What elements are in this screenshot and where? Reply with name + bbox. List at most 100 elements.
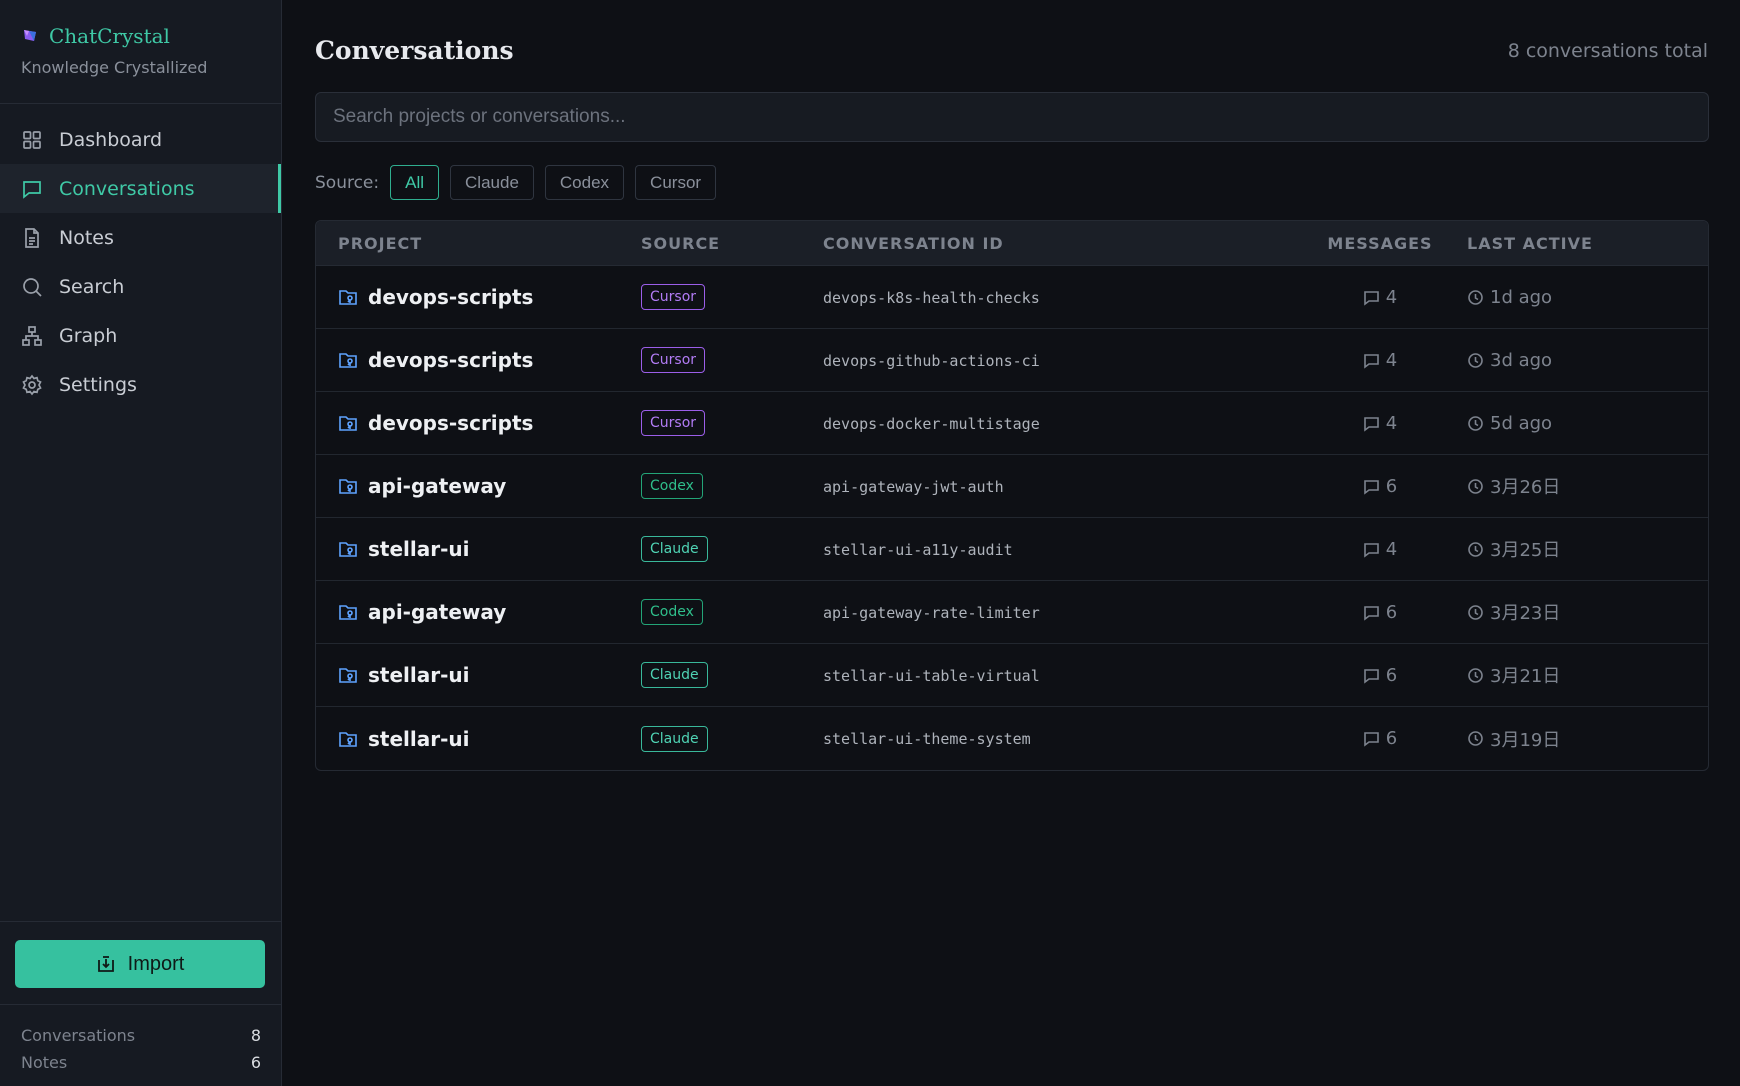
clock-icon bbox=[1468, 541, 1483, 557]
table-row[interactable]: api-gateway Codex api-gateway-jwt-auth 6… bbox=[316, 455, 1708, 518]
conversation-id: stellar-ui-theme-system bbox=[823, 730, 1031, 748]
sidebar-stats: Conversations 8 Notes 6 bbox=[21, 1022, 261, 1076]
last-active: 3d ago bbox=[1490, 349, 1553, 371]
project-name: devops-scripts bbox=[368, 411, 534, 435]
message-count: 6 bbox=[1385, 601, 1398, 623]
project-name: api-gateway bbox=[368, 600, 507, 624]
crystal-logo-icon bbox=[21, 27, 39, 45]
message-icon bbox=[1363, 668, 1379, 684]
search-input[interactable] bbox=[315, 92, 1709, 142]
table-row[interactable]: api-gateway Codex api-gateway-rate-limit… bbox=[316, 581, 1708, 644]
source-badge: Cursor bbox=[641, 410, 706, 436]
document-icon bbox=[25, 227, 39, 248]
project-name: devops-scripts bbox=[368, 348, 534, 372]
message-count: 4 bbox=[1385, 412, 1398, 434]
message-icon bbox=[1363, 416, 1379, 432]
table-row[interactable]: stellar-ui Claude stellar-ui-table-virtu… bbox=[316, 644, 1708, 707]
table-body: devops-scripts Cursor devops-k8s-health-… bbox=[316, 266, 1708, 770]
message-icon bbox=[1363, 732, 1379, 747]
table-row[interactable]: devops-scripts Cursor devops-docker-mult… bbox=[316, 392, 1708, 455]
source-badge: Claude bbox=[641, 536, 708, 562]
source-badge: Codex bbox=[641, 599, 703, 625]
source-badge: Cursor bbox=[641, 347, 706, 373]
message-count: 6 bbox=[1385, 664, 1398, 686]
folder-icon bbox=[338, 477, 358, 495]
clock-icon bbox=[1468, 667, 1483, 683]
filter-codex[interactable]: Codex bbox=[544, 165, 625, 200]
import-section: Import bbox=[0, 921, 281, 1005]
last-active: 1d ago bbox=[1490, 286, 1553, 308]
conversation-id: stellar-ui-table-virtual bbox=[823, 666, 1040, 685]
col-conversation-id[interactable]: CONVERSATION ID bbox=[823, 233, 1004, 253]
source-badge: Cursor bbox=[641, 284, 706, 310]
import-button[interactable]: Import bbox=[15, 940, 265, 988]
sidebar-item-dashboard[interactable]: Dashboard bbox=[0, 115, 281, 164]
sidebar-item-label: Dashboard bbox=[59, 128, 163, 151]
col-source[interactable]: SOURCE bbox=[641, 233, 721, 253]
sidebar-item-graph[interactable]: Graph bbox=[0, 311, 281, 360]
sidebar-nav: Dashboard Conversations Notes Search bbox=[0, 104, 281, 409]
table-header: PROJECT SOURCE CONVERSATION ID MESSAGES … bbox=[316, 221, 1708, 266]
folder-icon bbox=[338, 351, 358, 369]
clock-icon bbox=[1468, 415, 1483, 431]
sidebar: ChatCrystal Knowledge Crystallized Dashb… bbox=[0, 0, 282, 1086]
dashboard-icon bbox=[23, 130, 41, 149]
stat-notes: Notes 6 bbox=[21, 1049, 261, 1076]
app-tagline: Knowledge Crystallized bbox=[21, 58, 208, 77]
project-name: stellar-ui bbox=[368, 537, 470, 561]
project-name: devops-scripts bbox=[368, 285, 534, 309]
sidebar-item-notes[interactable]: Notes bbox=[0, 213, 281, 262]
chat-icon bbox=[23, 180, 41, 199]
sidebar-item-search[interactable]: Search bbox=[0, 262, 281, 311]
clock-icon bbox=[1468, 352, 1483, 368]
last-active: 3月25日 bbox=[1490, 540, 1561, 561]
sidebar-item-settings[interactable]: Settings bbox=[0, 360, 281, 409]
stat-label: Conversations bbox=[21, 1026, 136, 1045]
import-label: Import bbox=[127, 952, 185, 975]
folder-icon bbox=[338, 730, 358, 748]
sidebar-item-label: Notes bbox=[59, 226, 114, 249]
table-row[interactable]: stellar-ui Claude stellar-ui-theme-syste… bbox=[316, 707, 1708, 770]
last-active: 3月21日 bbox=[1490, 666, 1561, 687]
message-icon bbox=[1363, 542, 1379, 558]
brand: ChatCrystal Knowledge Crystallized bbox=[0, 0, 281, 104]
conversation-id: devops-docker-multistage bbox=[823, 414, 1040, 433]
page-title: Conversations bbox=[315, 36, 514, 65]
conversation-id: devops-k8s-health-checks bbox=[823, 288, 1040, 307]
source-badge: Codex bbox=[641, 473, 703, 499]
sidebar-item-label: Settings bbox=[59, 373, 137, 396]
filter-label: Source: bbox=[315, 172, 380, 193]
last-active: 3月23日 bbox=[1490, 603, 1561, 624]
import-icon bbox=[97, 956, 114, 972]
app-name[interactable]: ChatCrystal bbox=[49, 24, 170, 48]
gear-icon bbox=[22, 374, 42, 395]
last-active: 3月19日 bbox=[1490, 729, 1561, 751]
col-messages[interactable]: MESSAGES bbox=[1327, 233, 1433, 253]
clock-icon bbox=[1468, 478, 1483, 494]
message-count: 4 bbox=[1385, 349, 1398, 371]
message-icon bbox=[1363, 605, 1379, 621]
sidebar-item-label: Search bbox=[59, 275, 125, 298]
project-name: stellar-ui bbox=[368, 726, 470, 751]
conversation-id: api-gateway-rate-limiter bbox=[823, 603, 1040, 622]
table-row[interactable]: devops-scripts Cursor devops-github-acti… bbox=[316, 329, 1708, 392]
project-name: api-gateway bbox=[368, 474, 507, 498]
sidebar-item-label: Graph bbox=[59, 324, 118, 347]
message-count: 6 bbox=[1385, 728, 1398, 749]
sidebar-item-conversations[interactable]: Conversations bbox=[0, 164, 281, 213]
table-row[interactable]: devops-scripts Cursor devops-k8s-health-… bbox=[316, 266, 1708, 329]
filter-claude[interactable]: Claude bbox=[450, 165, 534, 200]
folder-icon bbox=[338, 666, 358, 684]
message-icon bbox=[1363, 353, 1379, 369]
col-last-active[interactable]: LAST ACTIVE bbox=[1467, 233, 1593, 253]
main-content: Conversations 8 conversations total Sour… bbox=[283, 0, 1740, 1086]
col-project[interactable]: PROJECT bbox=[338, 233, 423, 253]
stat-conversations: Conversations 8 bbox=[21, 1022, 261, 1049]
conversation-id: api-gateway-jwt-auth bbox=[823, 477, 1004, 496]
filter-cursor[interactable]: Cursor bbox=[635, 165, 717, 200]
source-filter: Source: All Claude Codex Cursor bbox=[315, 165, 717, 200]
table-row[interactable]: stellar-ui Claude stellar-ui-a11y-audit … bbox=[316, 518, 1708, 581]
folder-icon bbox=[338, 288, 358, 306]
filter-all[interactable]: All bbox=[390, 165, 440, 200]
conversation-id: stellar-ui-a11y-audit bbox=[823, 540, 1013, 559]
